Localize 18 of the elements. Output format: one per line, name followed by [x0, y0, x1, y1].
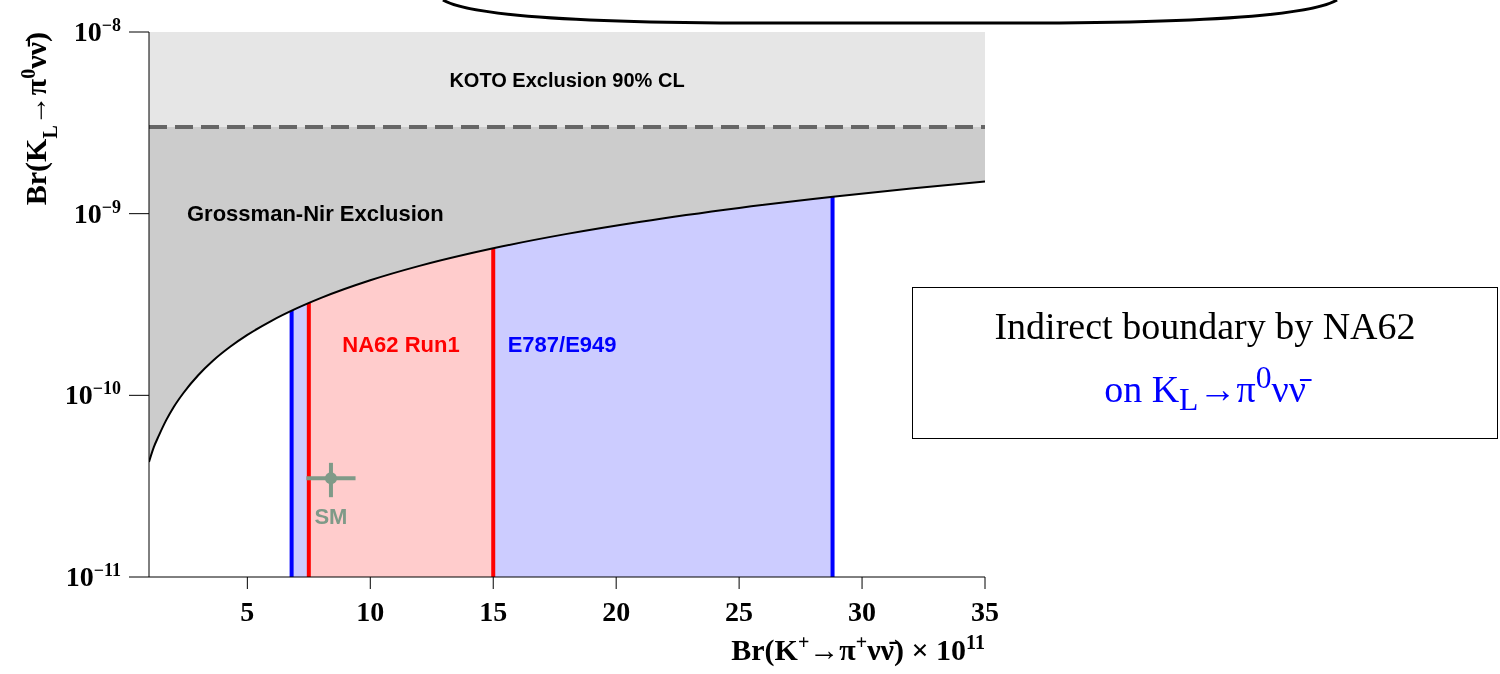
y-tick-label: 10$^{−9}$ — [73, 196, 121, 229]
x-tick-label: 20 — [602, 596, 631, 627]
legend-label: Grossman-Nir Exclusion — [187, 200, 444, 226]
y-tick-label: 10$^{−11}$ — [65, 560, 121, 592]
x-tick-label: 5 — [240, 596, 255, 627]
text-box: Indirect boundary by NA62 on K$_{L}$→π$^{0}$νν̄ — [912, 287, 1498, 439]
y-tick-label: 10$^{−10}$ — [64, 378, 121, 411]
series-label: SM — [314, 504, 348, 530]
x-tick-label: 10 — [356, 596, 385, 627]
x-axis-title: Br(K$^{+}$→π$^{+}$νν̄) × 10$^{11}$ — [731, 631, 985, 667]
x-tick-label: 35 — [971, 596, 999, 627]
band-label: NA62 Run1 — [342, 332, 460, 358]
band-label: KOTO Exclusion 90% CL — [449, 68, 685, 91]
x-tick-label: 25 — [725, 596, 754, 627]
x-tick-label: 15 — [479, 596, 508, 627]
band-label: E787/E949 — [507, 332, 617, 358]
y-tick-label: 10$^{−8}$ — [73, 15, 121, 47]
x-tick-label: 30 — [848, 596, 877, 627]
